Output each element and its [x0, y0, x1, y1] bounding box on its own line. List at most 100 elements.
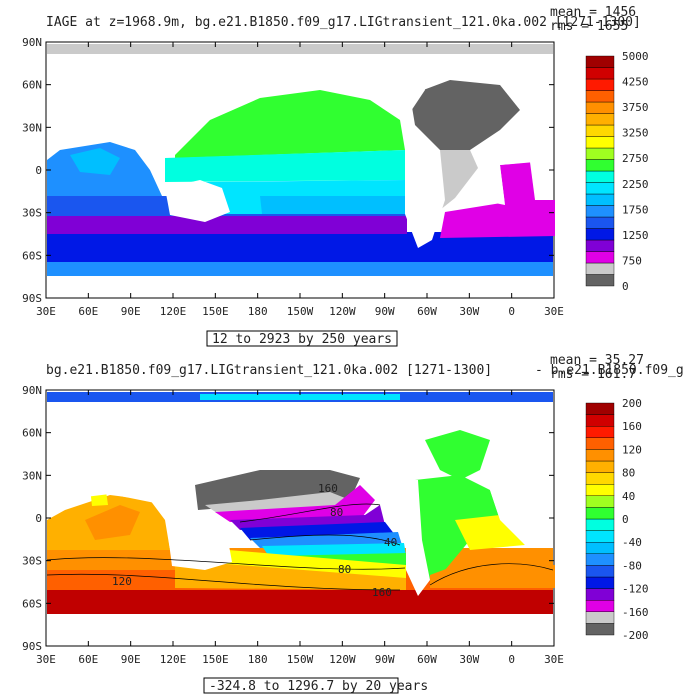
colorbar-swatch	[585, 530, 615, 543]
region-pacific-north	[175, 90, 405, 158]
colorbar-label: 1250	[622, 229, 649, 242]
band-s2-1	[47, 588, 553, 614]
colorbar-swatch	[585, 565, 615, 578]
panel2-rms: rms = 161.7	[550, 367, 636, 382]
contour-label-3: 40	[384, 536, 397, 549]
region-atlantic-se	[500, 162, 535, 205]
region-atlantic-south	[440, 200, 555, 238]
lat-tick-label: 90N	[22, 36, 42, 49]
band-southern-ocean-3	[47, 214, 407, 234]
lat-tick-label: 30N	[22, 121, 42, 134]
lon-tick-label: 120W	[329, 653, 356, 666]
landmass-asia	[47, 58, 190, 150]
colorbar-swatch	[585, 437, 615, 450]
region-atlantic2-s	[415, 475, 500, 580]
lon-tick-label: 90W	[375, 653, 395, 666]
landmass2-australia	[168, 530, 232, 570]
lon-tick-label: 120E	[160, 305, 187, 318]
panel2-colorbar: -200 -160 -120 -80 -40 0 40 80 120 160 200	[585, 397, 649, 642]
lon-tick-label: 120E	[160, 653, 187, 666]
lon-tick-label: 150E	[202, 653, 229, 666]
colorbar-label: 120	[622, 443, 642, 456]
colorbar-label: 750	[622, 254, 642, 267]
lat-tick-label: 30S	[22, 207, 42, 220]
colorbar-swatch	[585, 449, 615, 462]
colorbar-swatch	[585, 518, 615, 531]
landmass2-africa	[490, 460, 540, 545]
contour-line-3	[249, 534, 401, 546]
colorbar-swatch	[585, 507, 615, 520]
panel1-range-note: 12 to 2923 by 250 years	[206, 330, 398, 347]
colorbar-swatch	[585, 124, 615, 137]
panel2-axis-ticks: 30E 60E 90E 120E 150E 180 150W 120W 90W 60W 30W 0 30…	[22, 384, 564, 666]
lon-tick-label: 60E	[78, 305, 98, 318]
colorbar-swatch	[585, 113, 615, 126]
contour-line-2	[46, 557, 406, 570]
colorbar-label: 3250	[622, 127, 649, 140]
lat-tick-label: 60S	[22, 249, 42, 262]
landmass2-na	[320, 402, 425, 478]
colorbar-swatch	[585, 553, 615, 566]
colorbar-swatch	[585, 67, 615, 80]
lon-tick-label: 180	[248, 305, 268, 318]
landmass-africa	[478, 140, 535, 205]
colorbar-swatch	[585, 611, 615, 624]
landmass-south-america	[405, 150, 445, 248]
panel1-rms: rms = 1655	[550, 19, 628, 34]
colorbar-label: -200	[622, 629, 649, 642]
landmass2-sa	[406, 480, 430, 596]
panel2-title-overflow: - b.e21.B1850.f09_g	[535, 363, 684, 378]
panel1-range-text: 12 to 2923 by 250 years	[212, 332, 392, 347]
lon-tick-label: 90W	[375, 305, 395, 318]
colorbar-swatch	[585, 55, 615, 68]
landmass-north-america	[340, 58, 425, 120]
landmass2-asia	[47, 402, 200, 505]
lon-tick-label: 0	[508, 653, 515, 666]
band-southern-ocean-1	[47, 262, 553, 276]
colorbar-swatch	[585, 484, 615, 497]
region-arctic2-cy	[200, 394, 400, 400]
colorbar-label: -160	[622, 606, 649, 619]
lon-tick-label: 30W	[459, 653, 479, 666]
lon-tick-label: 150W	[287, 305, 314, 318]
colorbar-swatch	[585, 205, 615, 218]
colorbar-swatch	[585, 588, 615, 601]
colorbar-swatch	[585, 78, 615, 91]
colorbar-swatch	[585, 426, 615, 439]
contour-label-2: 80	[330, 506, 343, 519]
colorbar-label: 160	[622, 420, 642, 433]
colorbar-swatch	[585, 542, 615, 555]
region-indian2-n	[85, 505, 140, 540]
contour-line-4	[239, 503, 381, 523]
colorbar-swatch	[585, 193, 615, 206]
colorbar-swatch	[585, 623, 615, 636]
lon-tick-label: 30E	[544, 305, 564, 318]
colorbar-swatch	[585, 216, 615, 229]
region-atlantic2-n	[425, 430, 490, 480]
region-atlantic2-se	[430, 560, 555, 588]
colorbar-swatch	[585, 170, 615, 183]
region-arctic	[47, 44, 553, 54]
contour-label-4: 80	[338, 563, 351, 576]
colorbar-swatch	[585, 136, 615, 149]
colorbar-label: 1750	[622, 203, 649, 216]
contour-label-5: 120	[112, 575, 132, 588]
lon-tick-label: 0	[508, 305, 515, 318]
lat-tick-label: 90S	[22, 292, 42, 305]
contour-label-1: 160	[318, 482, 338, 495]
colorbar-label: 0	[622, 280, 629, 293]
colorbar-swatch	[585, 274, 615, 287]
region-pacific-tropical	[165, 150, 405, 182]
panel2-map: 160 80 40 80 120 160	[45, 389, 555, 647]
colorbar-label: 5000	[622, 50, 649, 63]
contour-label-6: 160	[372, 586, 392, 599]
landmass-australia	[165, 180, 230, 222]
colorbar-swatch	[585, 460, 615, 473]
colorbar-swatch	[585, 576, 615, 589]
lon-tick-label: 30E	[36, 653, 56, 666]
lat-tick-label: 60N	[22, 427, 42, 440]
lon-tick-label: 60E	[78, 653, 98, 666]
landmass-arctic	[60, 54, 540, 58]
colorbar-label: 2250	[622, 178, 649, 191]
